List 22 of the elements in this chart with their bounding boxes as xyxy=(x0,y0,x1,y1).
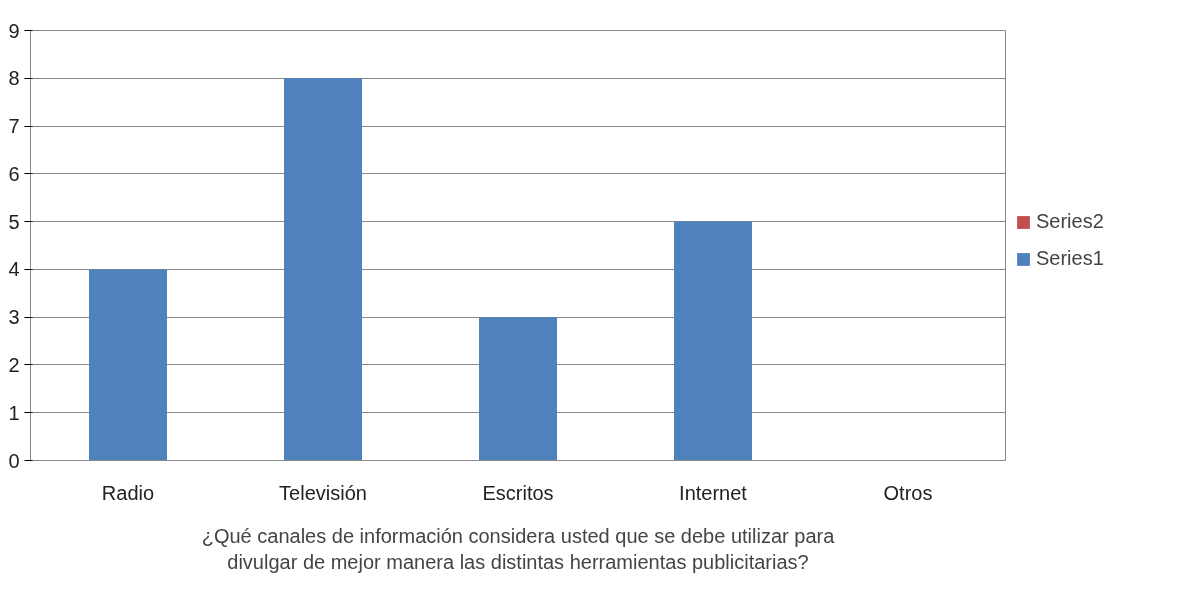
x-tick-label: Internet xyxy=(679,481,748,504)
y-tick-label: 0 xyxy=(8,449,20,472)
x-axis-title: ¿Qué canales de información considera usted que se debe utilizar para divulgar de mejor manera las distintas herramientas publicitarias? xyxy=(201,524,836,573)
bar xyxy=(674,221,752,461)
y-tick-label: 4 xyxy=(8,258,20,281)
y-tick-label: 1 xyxy=(8,401,20,424)
bar xyxy=(479,317,557,461)
y-tick-label: 7 xyxy=(8,115,20,138)
y-tick-label: 6 xyxy=(8,162,20,185)
x-tick-label: Televisión xyxy=(279,481,367,504)
legend-label: Series1 xyxy=(1036,247,1104,270)
y-tick-label: 3 xyxy=(8,306,20,329)
x-tick-label: Radio xyxy=(101,481,155,504)
x-tick-label: Escritos xyxy=(482,481,554,504)
y-tick-label: 8 xyxy=(8,67,20,90)
bar xyxy=(89,269,167,461)
y-tick-label: 9 xyxy=(8,19,20,42)
y-tick-label: 5 xyxy=(8,210,20,233)
y-tick-label: 2 xyxy=(8,353,20,376)
legend-label: Series2 xyxy=(1036,210,1104,233)
bar xyxy=(284,78,362,461)
x-tick-label: Otros xyxy=(883,481,933,504)
